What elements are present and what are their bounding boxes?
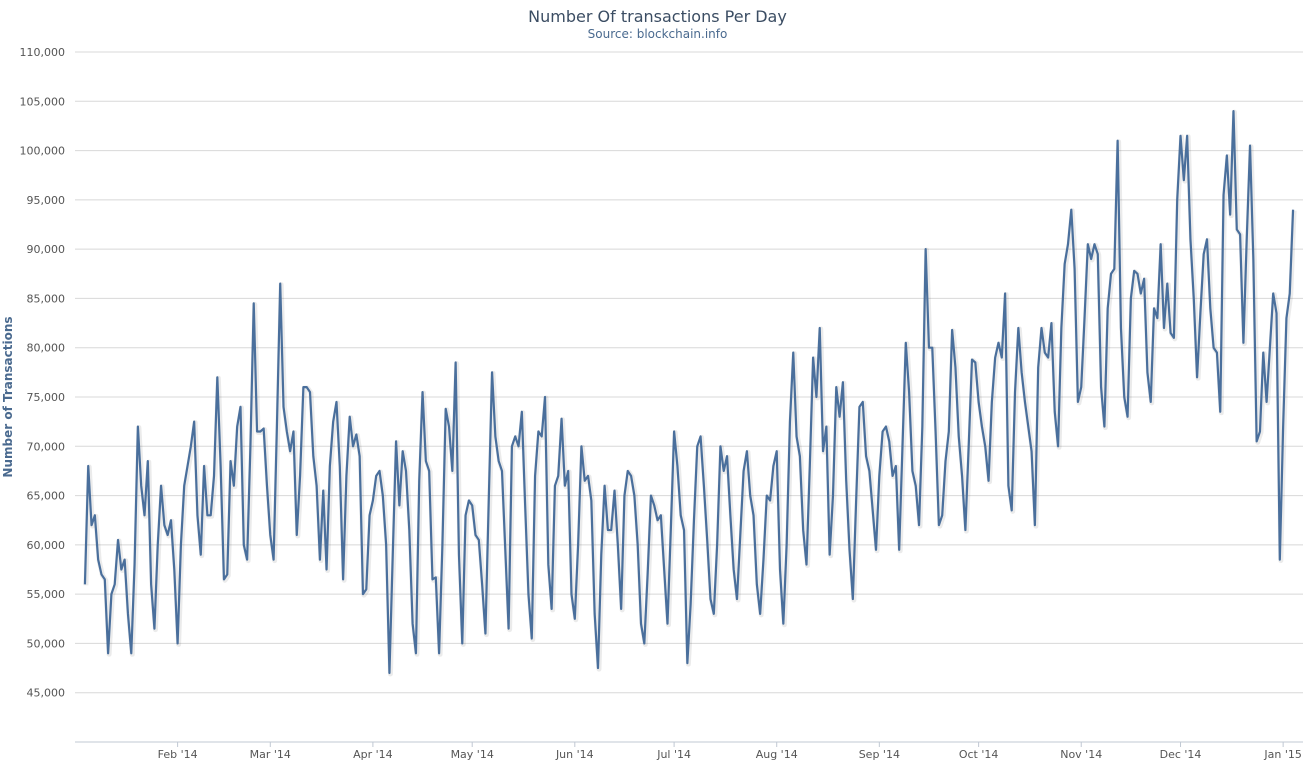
x-tick-label: Nov '14 (1060, 748, 1102, 761)
y-tick-label: 55,000 (27, 588, 66, 601)
x-axis-ticks: Feb '14 Mar '14 Apr '14 May '14 Jun '14 Jul '… (158, 742, 1302, 761)
y-tick-label: 105,000 (20, 95, 66, 108)
y-axis-label: Number of Transactions (1, 316, 15, 477)
x-tick-label: Sep '14 (859, 748, 900, 761)
y-tick-label: 45,000 (27, 687, 66, 700)
chart-title: Number Of transactions Per Day (528, 7, 787, 26)
y-tick-label: 65,000 (27, 490, 66, 503)
series-layer (83, 109, 1297, 677)
x-tick-label: Mar '14 (250, 748, 291, 761)
series-line-shadow (83, 109, 1297, 677)
x-tick-label: Jun '14 (555, 748, 594, 761)
y-tick-label: 95,000 (27, 194, 66, 207)
y-tick-label: 85,000 (27, 292, 66, 305)
y-tick-label: 50,000 (27, 637, 66, 650)
x-tick-label: Dec '14 (1160, 748, 1202, 761)
x-tick-label: Jul '14 (656, 748, 691, 761)
series-line (83, 110, 1295, 675)
x-tick-label: Aug '14 (756, 748, 798, 761)
y-tick-label: 60,000 (27, 539, 66, 552)
y-axis-ticks: 45,000 50,000 55,000 60,000 65,000 70,000 75,0… (20, 46, 66, 700)
x-tick-label: Oct '14 (959, 748, 999, 761)
chart-subtitle: Source: blockchain.info (587, 27, 728, 41)
x-tick-label: Apr '14 (353, 748, 393, 761)
y-tick-label: 110,000 (20, 46, 66, 59)
x-tick-label: May '14 (451, 748, 494, 761)
y-tick-label: 100,000 (20, 145, 66, 158)
y-tick-label: 80,000 (27, 342, 66, 355)
y-tick-label: 90,000 (27, 243, 66, 256)
y-tick-label: 75,000 (27, 391, 66, 404)
x-tick-label: Jan '15 (1263, 748, 1301, 761)
grid-layer (75, 51, 1303, 694)
x-tick-label: Feb '14 (158, 748, 198, 761)
y-tick-label: 70,000 (27, 440, 66, 453)
